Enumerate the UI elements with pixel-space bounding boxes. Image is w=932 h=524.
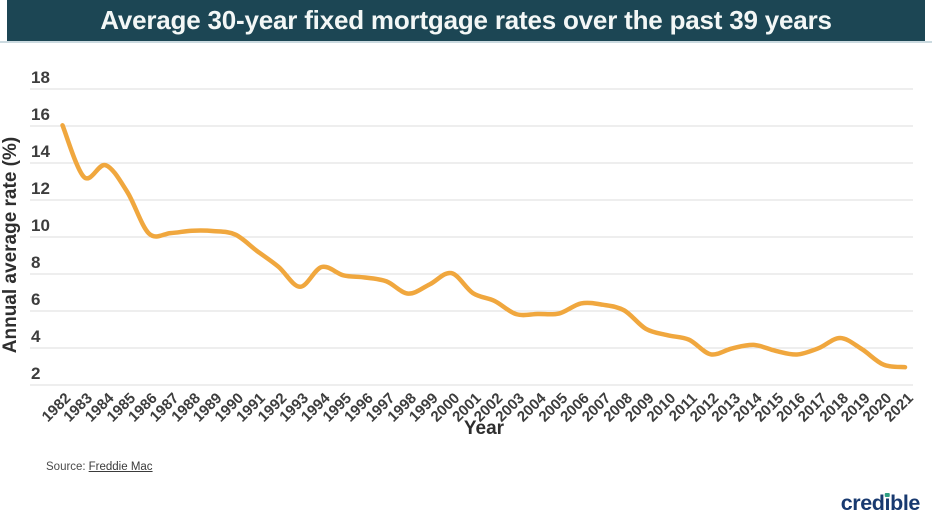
y-tick-label: 18 (31, 68, 50, 87)
y-tick-label: 8 (31, 253, 40, 272)
y-tick-label: 14 (31, 142, 50, 161)
y-tick-label: 6 (31, 290, 40, 309)
y-tick-label: 12 (31, 179, 50, 198)
logo-letter-i: ı (884, 491, 891, 515)
credible-logo: credı ble (840, 491, 921, 516)
source-link[interactable]: Freddie Mac (88, 461, 153, 473)
y-tick-label: 4 (31, 327, 41, 346)
source-prefix: Source: (46, 461, 86, 473)
banner-underline (0, 41, 932, 43)
y-tick-label: 2 (31, 364, 40, 383)
x-axis-title: Year (464, 418, 505, 439)
y-tick-label: 10 (31, 216, 50, 235)
y-tick-label: 16 (31, 105, 50, 124)
chart-title: Average 30-year fixed mortgage rates ove… (100, 5, 832, 35)
chart-title-banner: Average 30-year fixed mortgage rates ove… (7, 0, 925, 41)
source-note: Source: Freddie Mac (46, 461, 153, 473)
rate-line (60, 123, 908, 370)
logo-text-part2: ble (890, 491, 920, 515)
logo-text-part1: cred (840, 491, 885, 515)
y-axis-title: Annual average rate (%) (0, 137, 21, 353)
logo-i-dot (885, 492, 890, 497)
